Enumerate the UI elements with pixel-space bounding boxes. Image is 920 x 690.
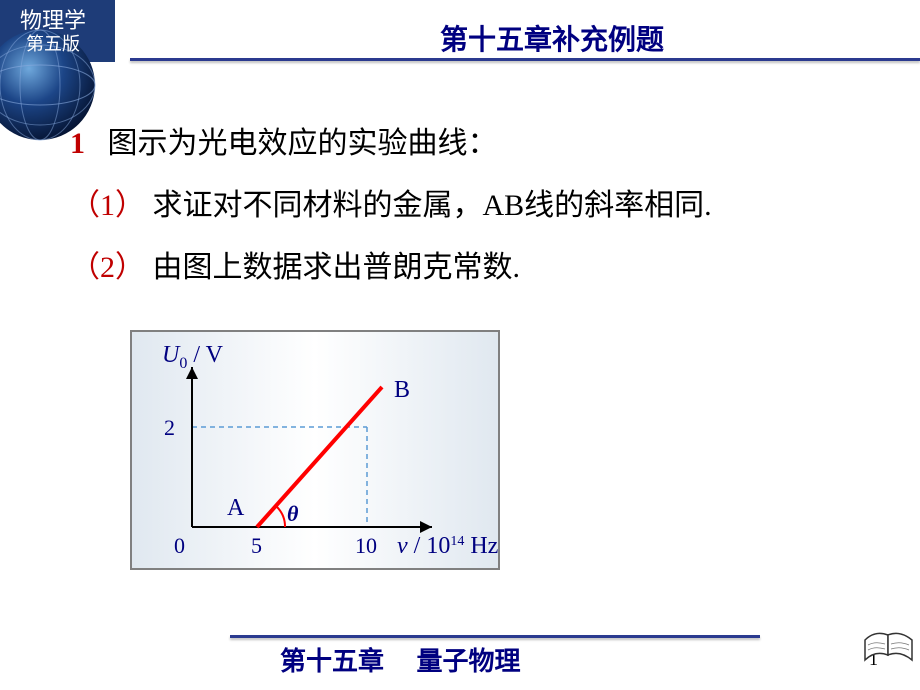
part1-number: （1）: [70, 189, 145, 222]
part2-text: 由图上数据求出普朗克常数.: [153, 251, 521, 284]
content-area: 1 图示为光电效应的实验曲线： （1） 求证对不同材料的金属，AB线的斜率相同.…: [70, 120, 900, 306]
svg-text:5: 5: [251, 533, 262, 558]
book-label: 物理学 第五版: [20, 8, 86, 56]
photoelectric-chart: U0 / V 2 0 5 10 ν / 1014 Hz A Bθ: [130, 330, 500, 570]
svg-text:ν / 1014 Hz: ν / 1014 Hz: [397, 533, 498, 559]
svg-text:U0 / V: U0 / V: [162, 342, 224, 372]
footer-chapter: 第十五章: [280, 647, 384, 676]
svg-text:2: 2: [164, 415, 175, 440]
svg-text:θ: θ: [287, 501, 299, 526]
svg-text:B: B: [394, 377, 410, 403]
book-icon: [860, 625, 920, 665]
question-part2: （2） 由图上数据求出普朗克常数.: [70, 244, 900, 292]
header-underline: [130, 58, 920, 61]
part1-text: 求证对不同材料的金属，AB线的斜率相同.: [153, 189, 712, 222]
svg-text:A: A: [227, 495, 245, 521]
footer-text: 第十五章 量子物理: [280, 641, 521, 678]
chapter-header-title: 第十五章补充例题: [440, 18, 664, 58]
footer-topic: 量子物理: [417, 647, 521, 676]
question-part1: （1） 求证对不同材料的金属，AB线的斜率相同.: [70, 182, 900, 230]
question-intro: 1 图示为光电效应的实验曲线：: [70, 120, 900, 168]
part2-number: （2）: [70, 251, 145, 284]
book-edition: 第五版: [20, 34, 86, 56]
svg-text:10: 10: [355, 533, 377, 558]
book-title: 物理学: [20, 8, 86, 33]
svg-text:0: 0: [174, 533, 185, 558]
question-intro-text: 图示为光电效应的实验曲线：: [108, 127, 498, 160]
footer-underline: [230, 635, 760, 638]
